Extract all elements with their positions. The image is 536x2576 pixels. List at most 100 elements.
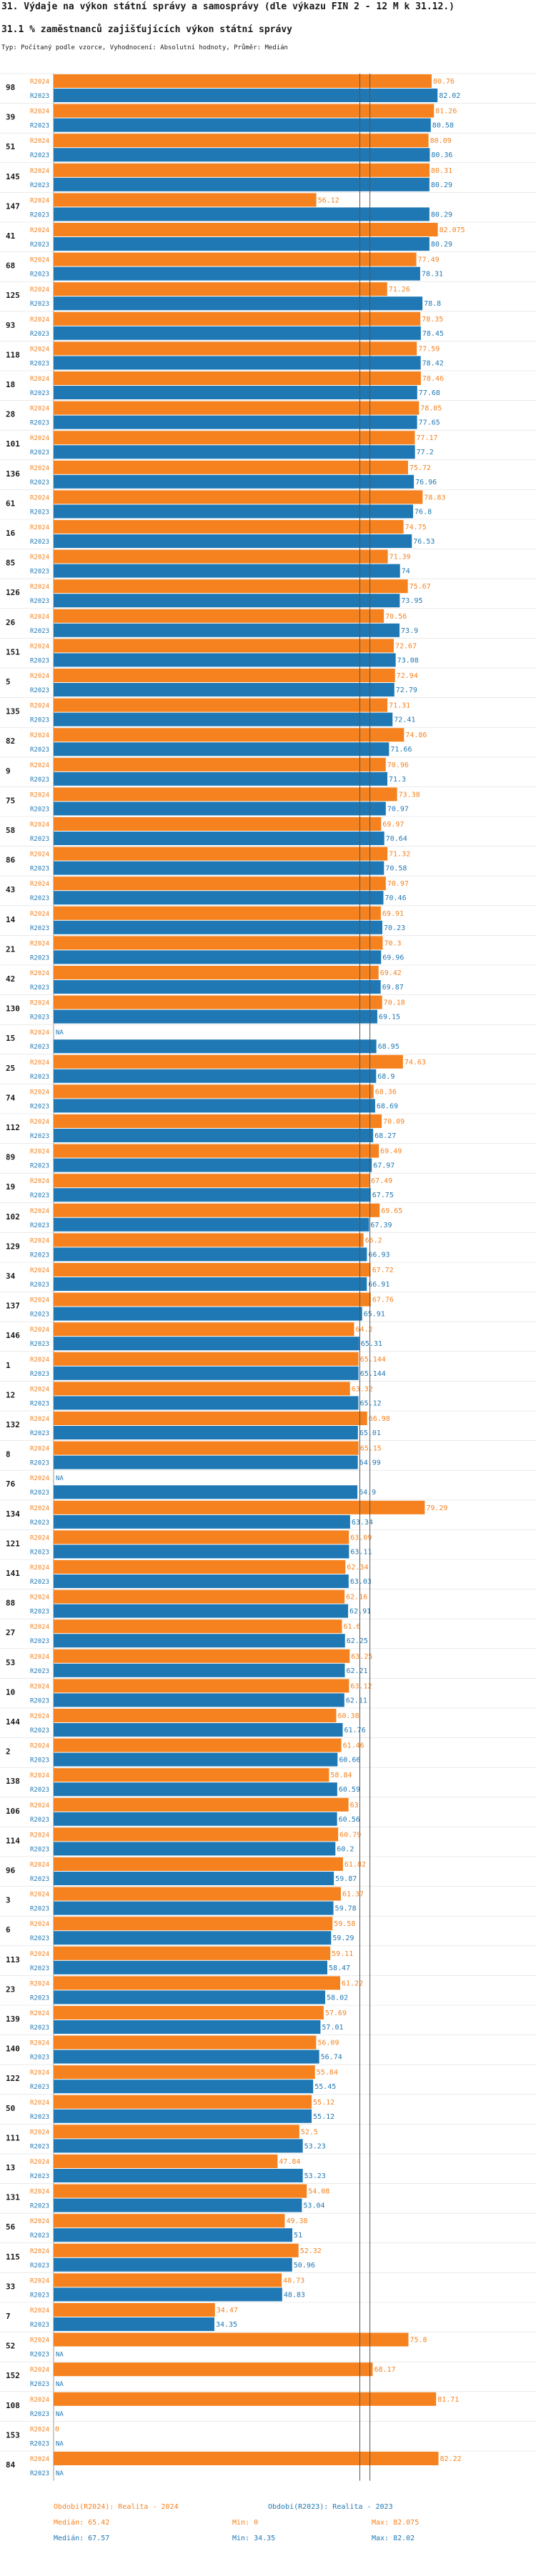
value-label-2023: 59.29 bbox=[332, 1935, 354, 1942]
series-label-2024: R2024 bbox=[30, 2277, 49, 2285]
value-label-2024: 63 bbox=[350, 1802, 359, 1809]
group-id-label: 42 bbox=[6, 974, 15, 984]
series-label-2023: R2023 bbox=[30, 1519, 49, 1527]
group-id-label: 23 bbox=[6, 1985, 15, 1994]
group-id-label: 76 bbox=[6, 1479, 16, 1489]
group-id-label: 74 bbox=[6, 1093, 16, 1102]
bar-2024 bbox=[54, 2035, 317, 2050]
series-label-2024: R2024 bbox=[30, 762, 49, 769]
value-label-2023: 51 bbox=[294, 2232, 302, 2240]
series-label-2023: R2023 bbox=[30, 925, 49, 932]
bar-2023 bbox=[54, 1396, 359, 1410]
value-label-2023: 63.34 bbox=[352, 1519, 373, 1527]
na-label-2023: NA bbox=[56, 2411, 64, 2418]
value-label-2024: 56.09 bbox=[317, 2040, 339, 2047]
bar-2023 bbox=[54, 1366, 359, 1380]
series-label-2023: R2023 bbox=[30, 1876, 49, 1883]
group-id-label: 112 bbox=[6, 1123, 20, 1132]
group-id-label: 121 bbox=[6, 1539, 20, 1548]
bar-2024 bbox=[54, 193, 317, 207]
bar-2024 bbox=[54, 966, 379, 979]
value-label-2023: 65.144 bbox=[360, 1370, 386, 1378]
series-label-2023: R2023 bbox=[30, 152, 49, 159]
value-label-2024: 59.11 bbox=[332, 1950, 353, 1958]
series-label-2024: R2024 bbox=[30, 822, 49, 829]
chart-description: Typ: Počítaný podle vzorce, Vyhodnocení:… bbox=[1, 44, 288, 51]
bar-2023 bbox=[54, 1693, 344, 1707]
series-label-2023: R2023 bbox=[30, 2411, 49, 2418]
value-label-2023: 55.12 bbox=[313, 2113, 334, 2121]
bar-2024 bbox=[54, 1054, 403, 1069]
value-label-2024: 80.31 bbox=[431, 167, 452, 175]
value-label-2024: 61.46 bbox=[343, 1742, 364, 1750]
series-label-2023: R2023 bbox=[30, 1906, 49, 1913]
value-label-2024: 81.26 bbox=[435, 108, 457, 116]
bar-2023 bbox=[54, 1009, 377, 1024]
value-label-2024: 67.49 bbox=[371, 1177, 392, 1185]
series-label-2023: R2023 bbox=[30, 2025, 49, 2032]
value-label-2023: 62.11 bbox=[346, 1697, 367, 1704]
value-label-2024: 80.09 bbox=[430, 137, 452, 145]
bar-2024 bbox=[54, 341, 417, 356]
bar-2024 bbox=[54, 579, 408, 594]
series-label-2024: R2024 bbox=[30, 524, 49, 531]
na-label-2024: NA bbox=[56, 1029, 64, 1037]
series-label-2023: R2023 bbox=[30, 1579, 49, 1586]
group-id-label: 9 bbox=[6, 767, 11, 776]
series-label-2023: R2023 bbox=[30, 1638, 49, 1645]
bar-2023 bbox=[54, 1455, 358, 1469]
series-label-2024: R2024 bbox=[30, 792, 49, 799]
group-id-label: 6 bbox=[6, 1925, 11, 1935]
legend: Obdobi(R2024): Realita - 2024 Obdobi(R20… bbox=[0, 2500, 536, 2572]
series-label-2023: R2023 bbox=[30, 2203, 49, 2210]
group-id-label: 89 bbox=[6, 1153, 15, 1162]
bar-2023 bbox=[54, 445, 415, 459]
bar-2024 bbox=[54, 1857, 343, 1871]
series-label-2024: R2024 bbox=[30, 2426, 49, 2433]
series-label-2023: R2023 bbox=[30, 390, 49, 397]
bar-2024 bbox=[54, 1560, 346, 1574]
bar-2023 bbox=[54, 2228, 293, 2242]
series-label-2023: R2023 bbox=[30, 331, 49, 338]
value-label-2024: 55.12 bbox=[313, 2099, 334, 2107]
group-id-label: 26 bbox=[6, 618, 16, 627]
value-label-2023: 65.31 bbox=[361, 1340, 382, 1348]
series-label-2023: R2023 bbox=[30, 1787, 49, 1794]
series-label-2024: R2024 bbox=[30, 1327, 49, 1334]
group-id-label: 137 bbox=[6, 1302, 20, 1311]
bar-2024 bbox=[54, 2332, 409, 2347]
series-label-2023: R2023 bbox=[30, 1222, 49, 1229]
series-label-2023: R2023 bbox=[30, 895, 49, 902]
na-label-2023: NA bbox=[56, 2352, 64, 2359]
series-label-2024: R2024 bbox=[30, 1089, 49, 1096]
value-label-2023: 34.35 bbox=[216, 2321, 237, 2329]
bar-2024 bbox=[54, 252, 417, 266]
group-id-label: 88 bbox=[6, 1599, 15, 1608]
series-label-2023: R2023 bbox=[30, 1609, 49, 1616]
series-label-2023: R2023 bbox=[30, 93, 49, 100]
bar-2023 bbox=[54, 2080, 314, 2094]
chart-title: 31. Výdaje na výkon státní správy a samo… bbox=[1, 1, 455, 12]
series-label-2023: R2023 bbox=[30, 1014, 49, 1022]
bar-2024 bbox=[54, 1382, 350, 1396]
group-id-label: 33 bbox=[6, 2282, 15, 2291]
value-label-2023: 70.23 bbox=[384, 924, 405, 932]
group-id-label: 93 bbox=[6, 321, 15, 330]
bar-2024 bbox=[54, 1412, 367, 1425]
bar-2024 bbox=[54, 1263, 371, 1277]
value-label-2023: 68.9 bbox=[377, 1073, 394, 1081]
value-label-2024: 77.59 bbox=[418, 345, 440, 353]
series-label-2024: R2024 bbox=[30, 703, 49, 710]
value-label-2024: 70.3 bbox=[384, 939, 401, 947]
value-label-2024: 52.5 bbox=[301, 2128, 318, 2136]
series-label-2024: R2024 bbox=[30, 2456, 49, 2463]
bar-2024 bbox=[54, 163, 430, 177]
group-id-label: 12 bbox=[6, 1390, 15, 1399]
group-id-label: 147 bbox=[6, 201, 20, 211]
value-label-2023: 57.01 bbox=[322, 2024, 343, 2032]
group-id-label: 111 bbox=[6, 2133, 20, 2142]
value-label-2023: 66.91 bbox=[368, 1281, 389, 1289]
bar-2023 bbox=[54, 2198, 302, 2212]
bar-2023 bbox=[54, 2139, 303, 2153]
value-label-2024: 66.98 bbox=[369, 1415, 390, 1423]
